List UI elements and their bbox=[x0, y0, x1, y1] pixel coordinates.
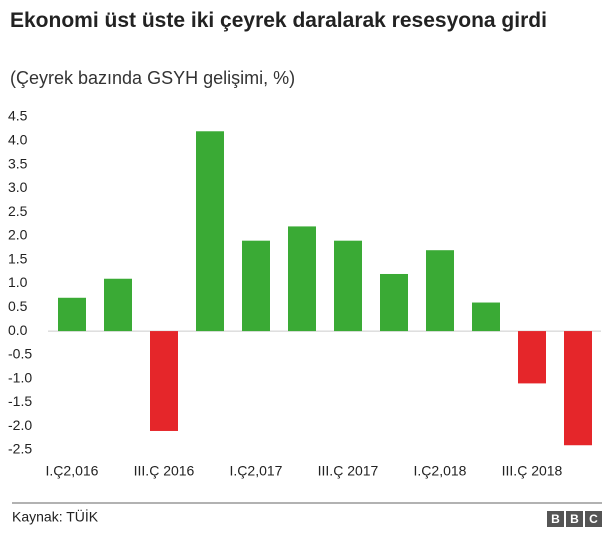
y-tick-label: 0.0 bbox=[8, 322, 28, 338]
logo-letter: B bbox=[570, 512, 579, 526]
y-tick-label: -1.5 bbox=[8, 393, 32, 409]
y-tick-label: 4.5 bbox=[8, 108, 28, 124]
y-tick-label: 4.0 bbox=[8, 131, 28, 147]
source: Kaynak: TÜİK bbox=[12, 508, 99, 525]
bar bbox=[150, 331, 178, 431]
logo-box bbox=[566, 511, 583, 527]
y-tick-label: 1.0 bbox=[8, 274, 28, 290]
y-tick-label: -2.0 bbox=[8, 417, 32, 433]
logo-letter: B bbox=[551, 512, 560, 526]
x-tick-label: I.Ç2,016 bbox=[46, 463, 99, 479]
y-tick-label: 3.5 bbox=[8, 155, 28, 171]
x-tick-label: III.Ç 2017 bbox=[318, 463, 379, 479]
chart-subtitle: (Çeyrek bazında GSYH gelişimi, %) bbox=[10, 68, 296, 88]
x-tick-label: III.Ç 2016 bbox=[134, 463, 195, 479]
bar bbox=[58, 297, 86, 332]
x-tick-label: III.Ç 2018 bbox=[502, 463, 563, 479]
bar bbox=[196, 131, 224, 332]
bar bbox=[472, 302, 500, 332]
bar bbox=[288, 226, 316, 332]
y-tick-label: 2.5 bbox=[8, 203, 28, 219]
bar bbox=[380, 273, 408, 332]
bar bbox=[334, 240, 362, 332]
logo-letter: C bbox=[589, 512, 598, 526]
chart-title: Ekonomi üst üste iki çeyrek daralarak re… bbox=[10, 9, 547, 32]
y-tick-label: 3.0 bbox=[8, 179, 28, 195]
logo-box bbox=[585, 511, 602, 527]
bar bbox=[104, 278, 132, 332]
y-tick-label: 0.5 bbox=[8, 298, 28, 314]
x-tick-label: I.Ç2,017 bbox=[230, 463, 283, 479]
bar bbox=[242, 240, 270, 332]
bar bbox=[426, 250, 454, 332]
logo-box bbox=[547, 511, 564, 527]
y-tick-label: 1.5 bbox=[8, 250, 28, 266]
y-tick-label: -2.5 bbox=[8, 441, 32, 457]
x-tick-label: I.Ç2,018 bbox=[414, 463, 467, 479]
bar bbox=[518, 331, 546, 384]
y-tick-label: 2.0 bbox=[8, 227, 28, 243]
y-tick-label: -1.0 bbox=[8, 369, 32, 385]
y-tick-label: -0.5 bbox=[8, 346, 32, 362]
bar bbox=[564, 331, 592, 446]
